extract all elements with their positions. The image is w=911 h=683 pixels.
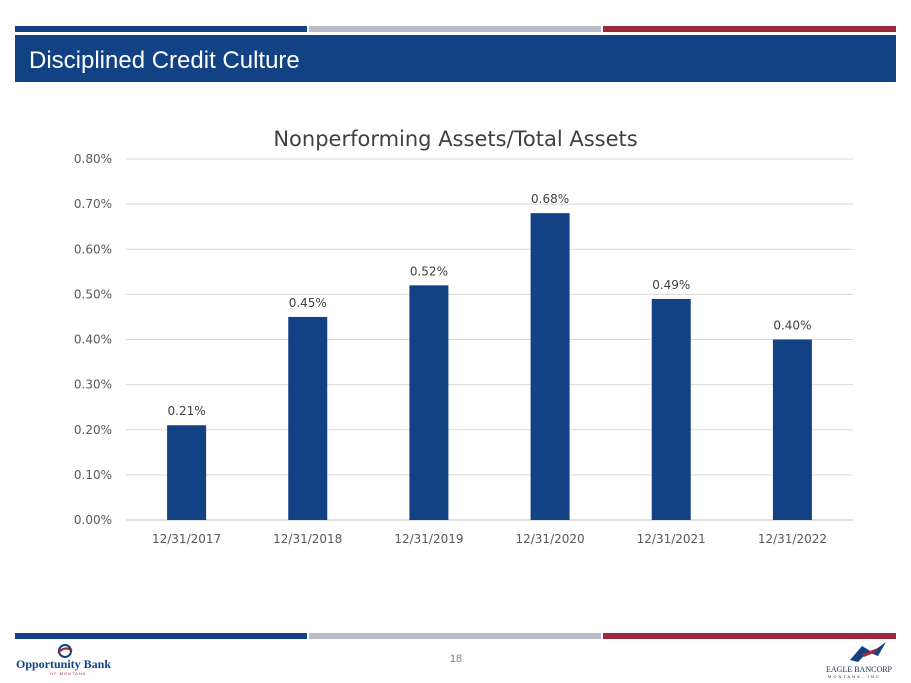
data-label: 0.49%	[652, 278, 690, 292]
bar	[167, 425, 207, 520]
header-bar: Disciplined Credit Culture	[15, 35, 896, 82]
bar	[409, 285, 449, 520]
data-label: 0.52%	[410, 264, 448, 278]
x-tick-label: 12/31/2017	[152, 532, 221, 546]
bar	[651, 298, 691, 520]
y-tick-label: 0.30%	[74, 378, 112, 392]
opportunity-bank-logo: Opportunity Bank OF MONTANA	[16, 643, 126, 677]
y-tick-label: 0.70%	[74, 197, 112, 211]
page-number: 18	[449, 653, 463, 665]
eagle-bancorp-logo: EAGLE BANCORP MONTANA, INC	[826, 640, 898, 680]
logo-left-name: Opportunity Bank	[16, 657, 112, 671]
bottom-stripe-navy	[15, 633, 307, 639]
bottom-stripe-maroon	[603, 633, 896, 639]
y-tick-label: 0.00%	[74, 513, 112, 527]
logo-swoosh-icon	[57, 644, 73, 658]
data-label: 0.21%	[168, 404, 206, 418]
data-label: 0.45%	[289, 296, 327, 310]
y-tick-label: 0.80%	[74, 152, 112, 166]
data-label: 0.68%	[531, 192, 569, 206]
data-label: 0.40%	[773, 319, 811, 333]
y-tick-label: 0.20%	[74, 423, 112, 437]
logo-right-tagline: MONTANA, INC	[828, 674, 881, 679]
eagle-flag-icon	[850, 642, 886, 662]
logo-right-name: EAGLE BANCORP	[826, 665, 893, 674]
bar	[530, 213, 570, 520]
x-tick-label: 12/31/2021	[637, 532, 706, 546]
bar	[772, 339, 812, 520]
x-tick-label: 12/31/2022	[758, 532, 827, 546]
x-tick-label: 12/31/2018	[273, 532, 342, 546]
slide-title: Disciplined Credit Culture	[29, 47, 300, 74]
x-tick-label: 12/31/2019	[394, 532, 463, 546]
y-tick-label: 0.10%	[74, 468, 112, 482]
y-tick-label: 0.60%	[74, 242, 112, 256]
logo-left-tagline: OF MONTANA	[50, 671, 87, 676]
bar	[288, 316, 328, 520]
top-stripe-maroon	[603, 26, 896, 32]
chart-title: Nonperforming Assets/Total Assets	[273, 127, 638, 151]
y-tick-label: 0.40%	[74, 333, 112, 347]
bottom-stripe-gray	[309, 633, 601, 639]
x-tick-label: 12/31/2020	[515, 532, 584, 546]
top-stripe-gray	[309, 26, 601, 32]
top-stripe-navy	[15, 26, 307, 32]
y-tick-label: 0.50%	[74, 287, 112, 301]
